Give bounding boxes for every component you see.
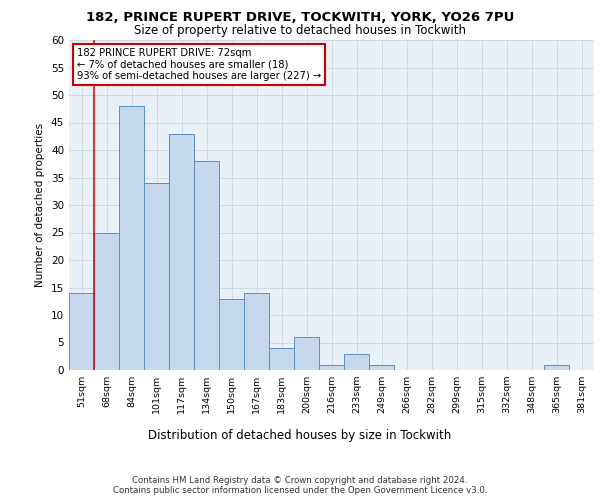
Bar — [369, 364, 394, 370]
Bar — [169, 134, 194, 370]
Bar — [69, 293, 94, 370]
Bar — [119, 106, 144, 370]
Bar — [269, 348, 294, 370]
Bar — [219, 298, 244, 370]
Bar — [194, 161, 219, 370]
Bar — [319, 364, 344, 370]
Text: Contains HM Land Registry data © Crown copyright and database right 2024.: Contains HM Land Registry data © Crown c… — [132, 476, 468, 485]
Bar — [544, 364, 569, 370]
Bar — [144, 183, 169, 370]
Bar — [294, 337, 319, 370]
Y-axis label: Number of detached properties: Number of detached properties — [35, 123, 46, 287]
Text: Distribution of detached houses by size in Tockwith: Distribution of detached houses by size … — [148, 430, 452, 442]
Text: 182 PRINCE RUPERT DRIVE: 72sqm
← 7% of detached houses are smaller (18)
93% of s: 182 PRINCE RUPERT DRIVE: 72sqm ← 7% of d… — [77, 48, 321, 82]
Text: Size of property relative to detached houses in Tockwith: Size of property relative to detached ho… — [134, 24, 466, 37]
Bar — [94, 232, 119, 370]
Bar — [244, 293, 269, 370]
Bar — [344, 354, 369, 370]
Text: Contains public sector information licensed under the Open Government Licence v3: Contains public sector information licen… — [113, 486, 487, 495]
Text: 182, PRINCE RUPERT DRIVE, TOCKWITH, YORK, YO26 7PU: 182, PRINCE RUPERT DRIVE, TOCKWITH, YORK… — [86, 11, 514, 24]
